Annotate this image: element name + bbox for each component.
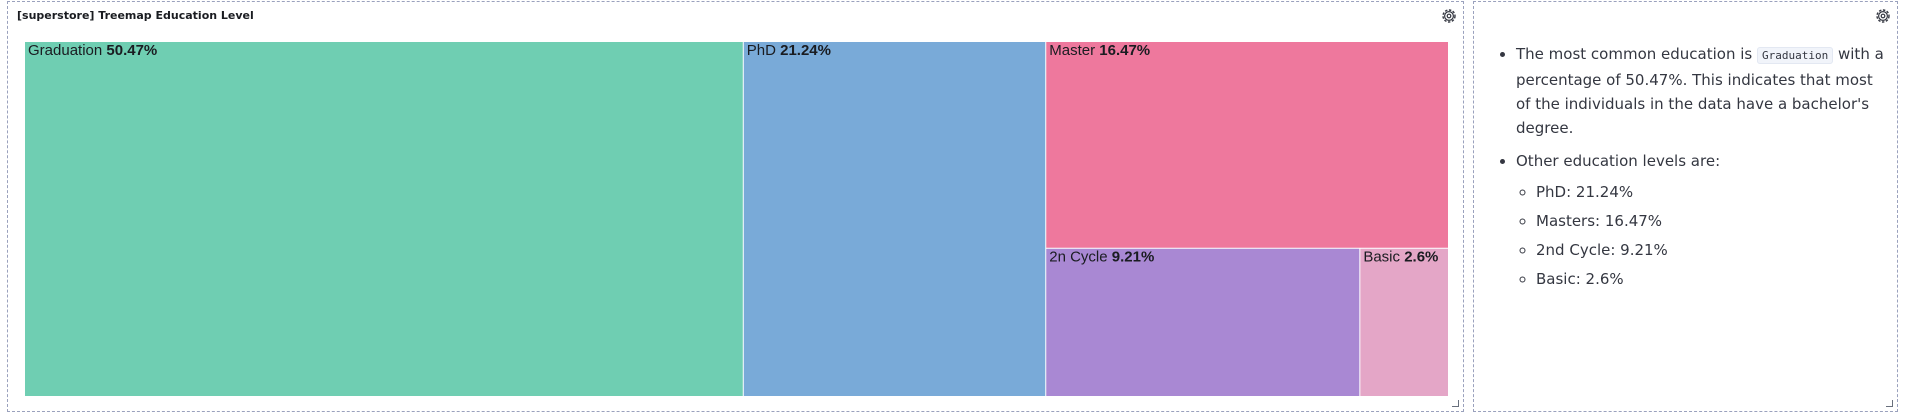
treemap-cell[interactable]: PhD 21.24% [743,42,1046,396]
resize-handle-icon[interactable] [1452,400,1459,407]
list-item: Other education levels are: PhD: 21.24% … [1516,149,1887,291]
treemap-category-label: 2n Cycle [1049,249,1112,266]
treemap-category-label: PhD [747,42,780,59]
insights-text: The most common education is Graduation … [1492,42,1887,300]
treemap-cell[interactable]: Master 16.47% [1046,42,1448,248]
inline-code: Graduation [1756,47,1834,64]
treemap-rect[interactable] [1046,248,1360,396]
treemap-category-label: Basic [1363,249,1404,266]
treemap-category-label: Master [1049,42,1099,59]
treemap-panel: [superstore] Treemap Education Level Gra… [7,1,1464,412]
sub-list-item: 2nd Cycle: 9.21% [1536,238,1887,262]
treemap-rect[interactable] [25,42,743,396]
treemap-cell[interactable]: 2n Cycle 9.21% [1046,248,1360,396]
gear-icon[interactable] [1874,7,1892,25]
treemap-label: Master 16.47% [1049,42,1150,59]
markdown-panel: The most common education is Graduation … [1473,1,1898,412]
list-item: The most common education is Graduation … [1516,42,1887,140]
treemap-rect[interactable] [1046,42,1448,248]
treemap-label: PhD 21.24% [747,42,831,59]
sub-list-item: PhD: 21.24% [1536,180,1887,204]
treemap-value-label: 21.24% [780,42,831,59]
treemap-rect[interactable] [743,42,1046,396]
treemap-rect[interactable] [1360,248,1448,396]
treemap-chart: Graduation 50.47% PhD 21.24% Master 16.47%… [25,42,1448,396]
treemap-value-label: 16.47% [1099,42,1150,59]
treemap-label: Basic 2.6% [1363,249,1438,266]
sub-list-item: Basic: 2.6% [1536,267,1887,291]
treemap-cell[interactable]: Graduation 50.47% [25,42,743,396]
gear-icon[interactable] [1440,7,1458,25]
treemap-label: 2n Cycle 9.21% [1049,249,1154,266]
treemap-value-label: 9.21% [1112,249,1155,266]
treemap-cell[interactable]: Basic 2.6% [1360,248,1448,396]
treemap-category-label: Graduation [28,42,106,59]
panel-title: [superstore] Treemap Education Level [17,9,254,22]
sub-list-item: Masters: 16.47% [1536,209,1887,233]
treemap-label: Graduation 50.47% [28,42,157,59]
treemap-value-label: 50.47% [106,42,157,59]
resize-handle-icon[interactable] [1886,400,1893,407]
treemap-value-label: 2.6% [1404,249,1438,266]
